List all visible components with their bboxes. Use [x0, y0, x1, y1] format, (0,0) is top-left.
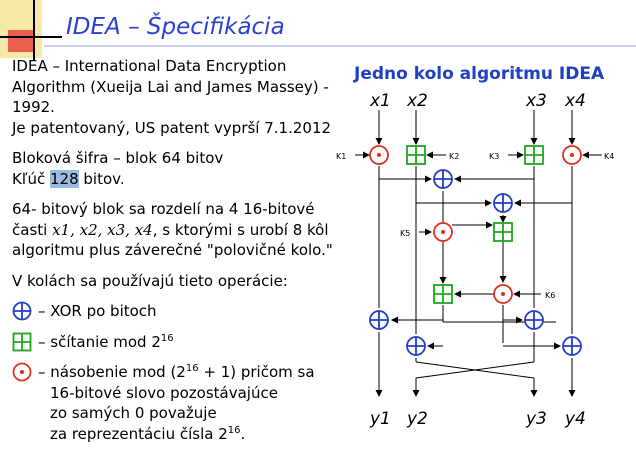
- xor-node: [562, 336, 582, 356]
- add-node: [524, 145, 544, 165]
- op-mul-text: – násobenie mod (2: [38, 363, 186, 381]
- op-mul-line: zo samých 0 považuje: [50, 404, 217, 422]
- input-label-x1: x1: [369, 91, 391, 111]
- slide-title: IDEA – Špecifikácia: [66, 14, 285, 40]
- op-mul-row: – násobenie mod (216 + 1) pričom sa: [12, 362, 352, 383]
- output-label-y4: y4: [564, 409, 586, 429]
- intro-line: Algorithm (Xueija Lai and James Massey) …: [12, 77, 329, 96]
- mul-node: [493, 284, 513, 304]
- xor-icon: [12, 301, 32, 321]
- split-variables: x1, x2, x3, x4: [52, 220, 153, 239]
- input-label-x2: x2: [406, 91, 428, 111]
- key-label-k6: K6: [545, 291, 555, 300]
- key-prefix: Kľúč: [12, 169, 50, 188]
- output-label-y1: y1: [369, 409, 391, 429]
- xor-node: [406, 336, 426, 356]
- key-line: Kľúč 128 bitov.: [12, 169, 352, 190]
- add-node: [493, 222, 513, 242]
- split-line: časti x1, x2, x3, x4, s ktorými s urobí …: [12, 220, 352, 241]
- op-mul-line: 16-bitové slovo pozostávajúce: [50, 383, 278, 402]
- mul-mod-icon: [12, 362, 32, 382]
- input-label-x4: x4: [564, 91, 586, 111]
- op-mul-text: + 1) pričom sa: [198, 363, 315, 381]
- op-mul-text: .: [240, 424, 246, 443]
- input-label-x3: x3: [525, 91, 547, 111]
- op-mul-label: – násobenie mod (216 + 1) pričom sa: [38, 362, 315, 383]
- output-label-y3: y3: [525, 409, 547, 429]
- op-mul-exponent: 16: [185, 363, 199, 374]
- op-mul-exponent: 16: [227, 424, 241, 436]
- ops-intro: V kolách sa používajú tieto operácie:: [12, 271, 288, 290]
- key-label-k5: K5: [400, 229, 410, 238]
- key-label-k4: K4: [604, 152, 614, 161]
- op-add-row: – sčítanie mod 216: [12, 332, 352, 353]
- split-text: časti: [12, 220, 53, 239]
- mul-node: [369, 145, 389, 165]
- split-line: 64- bitový blok sa rozdelí na 4 16-bitov…: [12, 200, 315, 218]
- diagram-title: Jedno kolo algoritmu IDEA: [354, 64, 605, 84]
- mul-node: [433, 222, 453, 242]
- add-mod-icon: [12, 332, 32, 351]
- header-decoration-red: [8, 30, 34, 52]
- header-decoration-vertical-line: [33, 0, 35, 60]
- op-add-exponent: 16: [160, 332, 174, 344]
- block-line: Bloková šifra – blok 64 bitov: [12, 149, 224, 167]
- add-node: [406, 145, 426, 165]
- key-value-highlight: 128: [49, 169, 79, 188]
- key-suffix: bitov.: [78, 169, 125, 188]
- op-add-label: – sčítanie mod 216: [38, 332, 174, 353]
- split-text: , s ktorými s urobí 8 kôl: [152, 220, 329, 239]
- mul-node: [562, 145, 582, 165]
- op-add-text: – sčítanie mod 2: [38, 332, 161, 351]
- key-label-k3: K3: [489, 152, 499, 161]
- intro-line: IDEA – International Data Encryption: [12, 57, 287, 75]
- xor-node: [524, 310, 544, 330]
- split-line: algoritmu plus záverečné "polovičné kolo…: [12, 241, 333, 259]
- output-label-y2: y2: [406, 409, 428, 429]
- key-label-k1: K1: [336, 152, 346, 161]
- xor-node: [369, 310, 389, 330]
- diagram-wires: [355, 110, 602, 397]
- title-rule: [44, 45, 636, 47]
- op-mul-text: za reprezentáciu čísla 2: [50, 424, 228, 443]
- op-xor-label: – XOR po bitoch: [38, 302, 157, 320]
- left-text-column: IDEA – International Data Encryption Alg…: [12, 56, 352, 444]
- add-node: [433, 284, 453, 304]
- op-mul-line: za reprezentáciu čísla 216.: [12, 424, 352, 445]
- header-decoration-horizontal-line: [0, 36, 62, 38]
- key-label-k2: K2: [449, 152, 459, 161]
- op-xor-row: – XOR po bitoch: [12, 301, 352, 322]
- xor-node: [433, 169, 453, 189]
- xor-node: [493, 193, 513, 213]
- patent-line: Je patentovaný, US patent vyprší 7.1.201…: [12, 118, 332, 137]
- intro-line: 1992.: [12, 98, 55, 116]
